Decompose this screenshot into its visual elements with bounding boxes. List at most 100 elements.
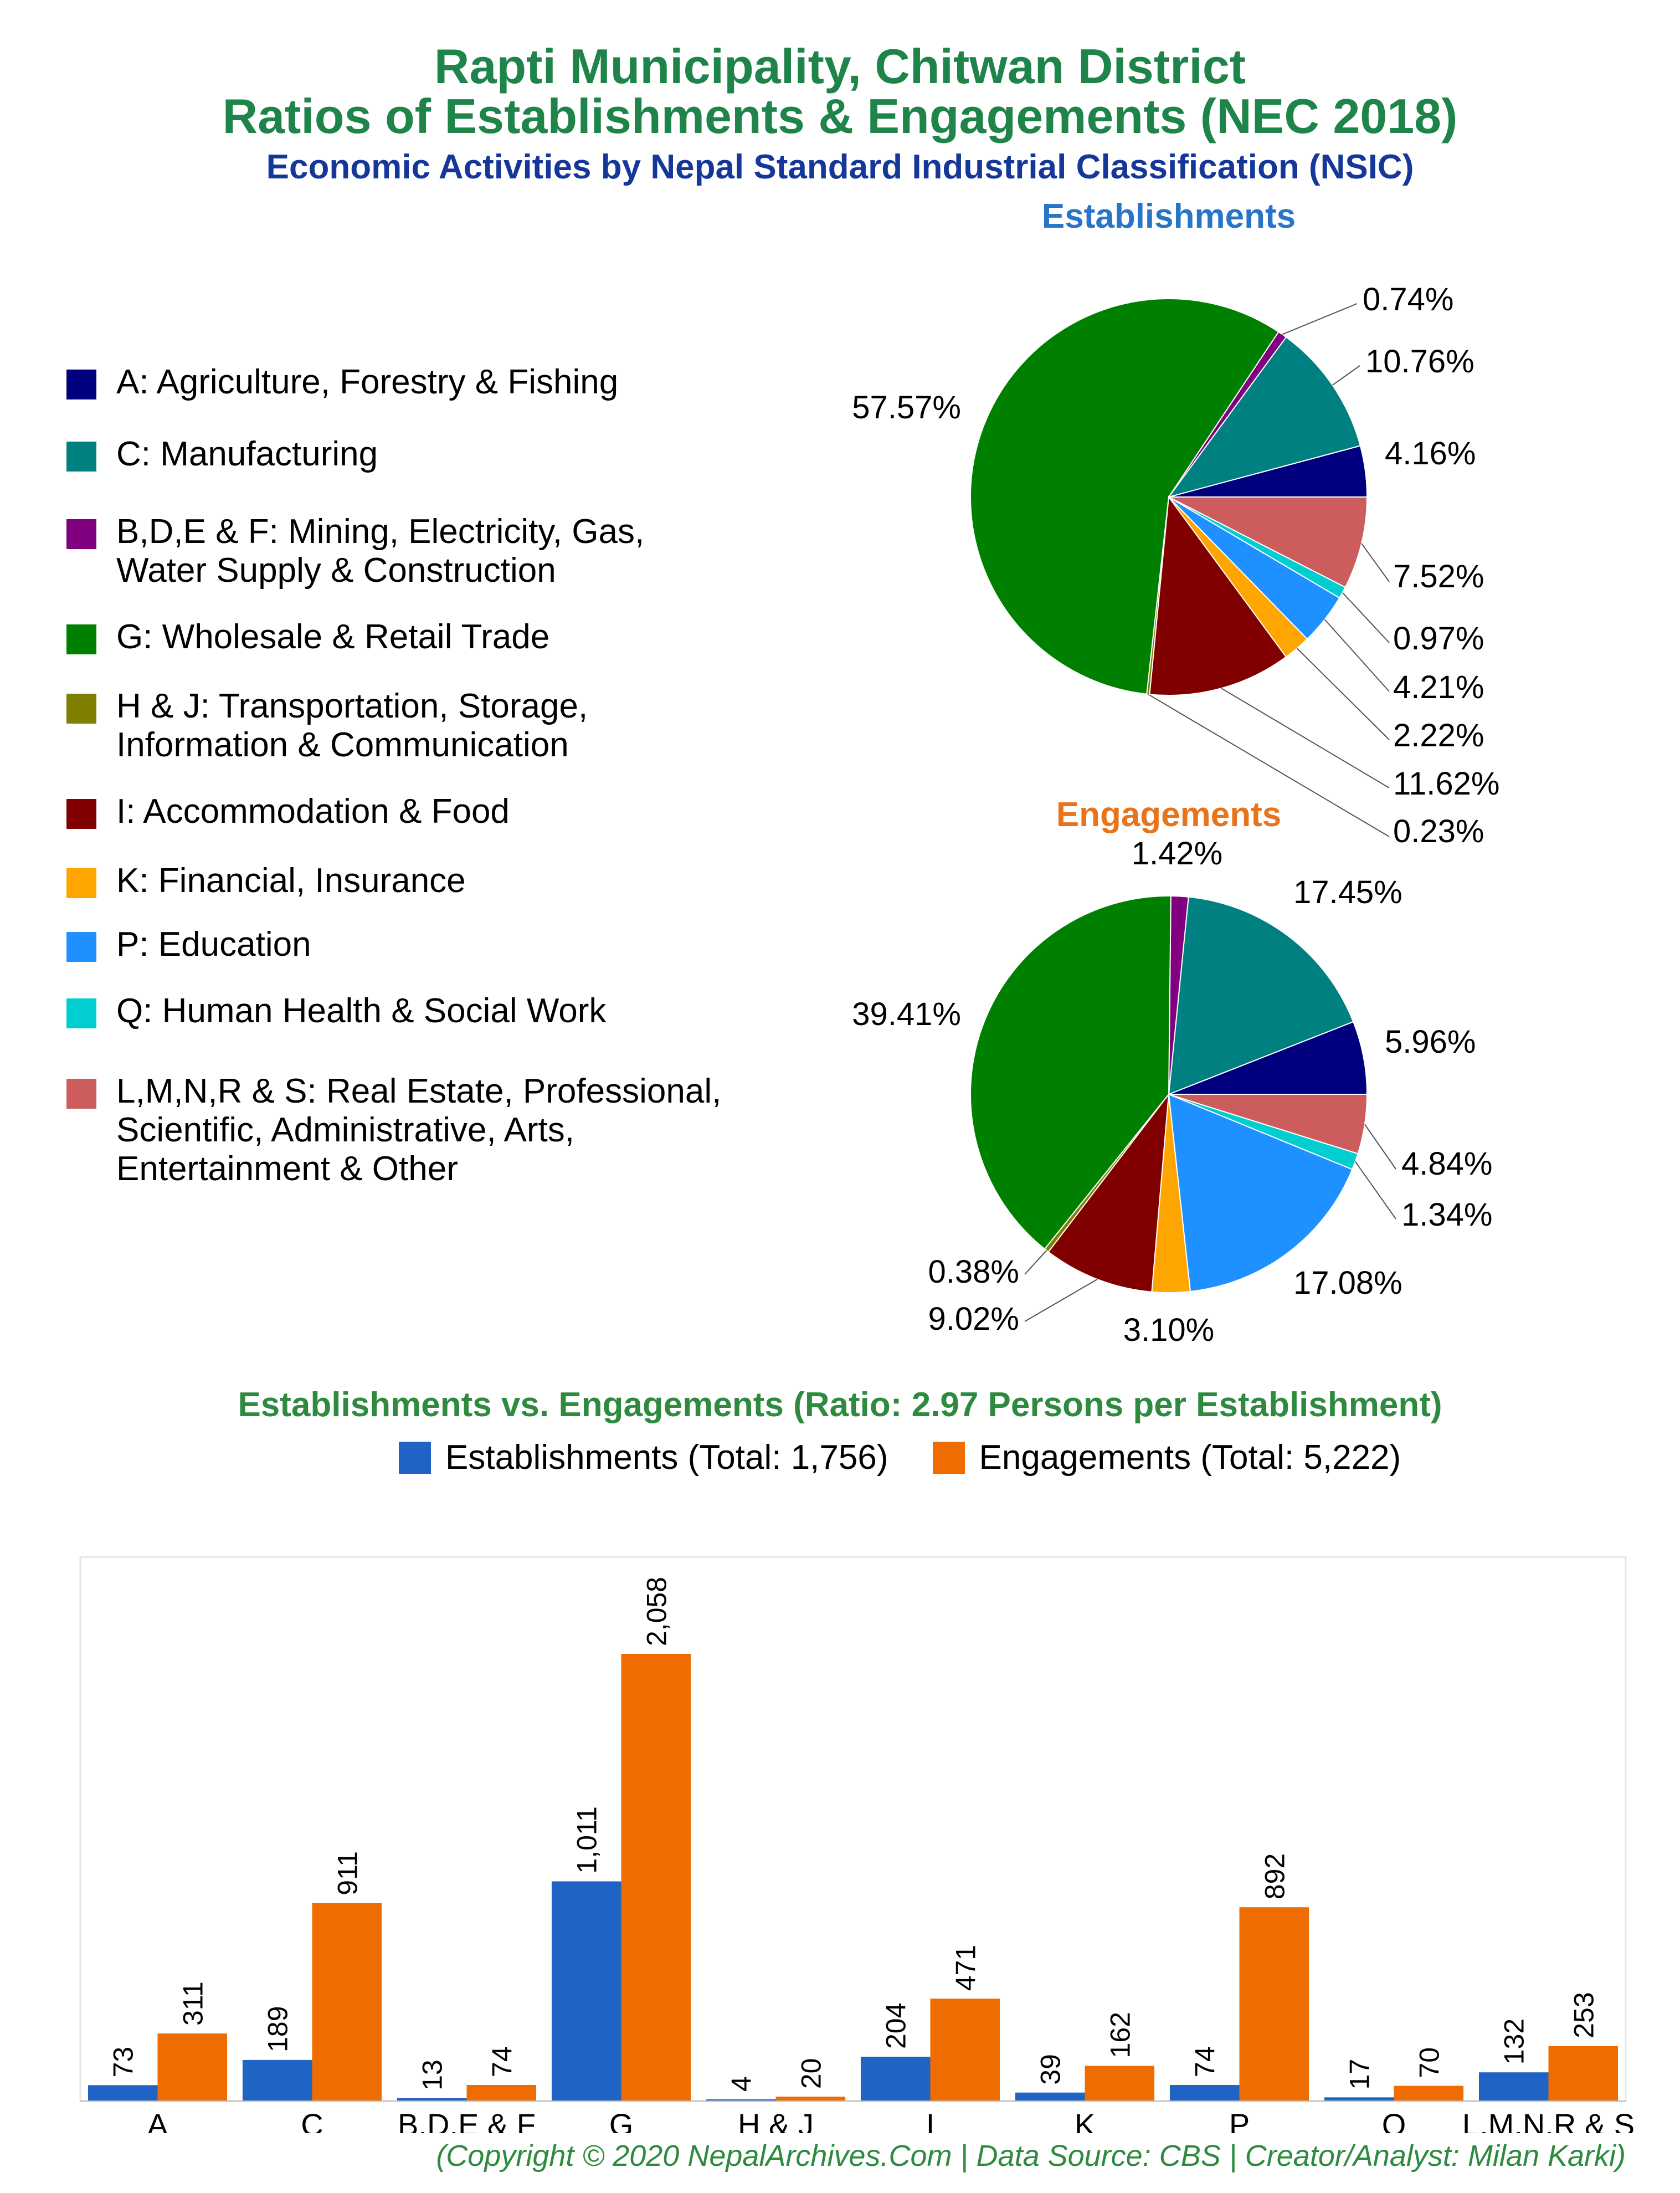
x-tick-label: A [147, 2107, 168, 2133]
bar-value-label: 471 [950, 1945, 981, 1991]
establishments-leader-line [1361, 543, 1390, 582]
bar-value-label: 13 [417, 2059, 448, 2090]
engagements-bar [621, 1654, 691, 2101]
footer-credit: (Copyright © 2020 NepalArchives.Com | Da… [436, 2139, 1626, 2172]
legend-label: Q: Human Health & Social Work [116, 992, 607, 1030]
bar-value-label: 189 [263, 2006, 294, 2052]
x-tick-label: G [609, 2107, 634, 2133]
bar-value-label: 311 [177, 1981, 208, 2026]
establishments-percent-label: 4.21% [1393, 669, 1484, 705]
establishments-bar [397, 2098, 467, 2101]
engagements-leader-line [1354, 1161, 1396, 1220]
engagements-bar [1394, 2086, 1464, 2101]
legend-swatch-engagements [932, 1441, 965, 1474]
bar-value-label: 162 [1104, 2012, 1136, 2058]
legend-swatch [66, 932, 96, 962]
legend-item: Q: Human Health & Social Work [66, 992, 606, 1031]
establishments-slice-i [1149, 495, 1287, 696]
x-tick-label: C [301, 2107, 323, 2133]
legend-item: C: Manufacturing [66, 435, 378, 474]
bar-value-label: 39 [1035, 2054, 1066, 2085]
engagements-slice-g [970, 895, 1172, 1250]
establishments-leader-line [1221, 688, 1390, 788]
bar-value-label: 253 [1568, 1992, 1599, 2038]
engagements-slice-c [1168, 896, 1354, 1095]
legend-item: H & J: Transportation, Storage, Informat… [66, 687, 588, 765]
engagements-bar [930, 1999, 1000, 2101]
legend-label: K: Financial, Insurance [116, 862, 466, 900]
legend-item: I: Accommodation & Food [66, 792, 510, 831]
bar-value-label: 20 [795, 2058, 826, 2089]
engagements-slice-p [1168, 1093, 1353, 1292]
establishments-percent-label: 2.22% [1393, 718, 1484, 754]
engagements-slice-i [1047, 1092, 1170, 1293]
establishments-leader-line [1332, 365, 1360, 386]
engagements-percent-label: 3.10% [1123, 1312, 1214, 1348]
establishments-leader-line [1342, 592, 1390, 643]
bar-chart: 73 311 A 189 911 C 13 74 B,D,E & F 1,011 2,058 G 4 20… [79, 1556, 1635, 2133]
legend-label: A: Agriculture, Forestry & Fishing [116, 363, 619, 401]
chart-title: Rapti Municipality, Chitwan District [434, 39, 1246, 94]
engagements-leader-line [1024, 1250, 1047, 1275]
legend-label-establishments: Establishments (Total: 1,756) [445, 1438, 888, 1477]
chart-subtitle: Economic Activities by Nepal Standard In… [266, 148, 1414, 186]
bar-value-label: 1,011 [572, 1806, 603, 1873]
x-tick-label: Q [1382, 2107, 1406, 2133]
legend-label: B,D,E & F: Mining, Electricity, Gas, Wat… [116, 513, 645, 590]
bar-value-label: 4 [726, 2076, 757, 2092]
legend-item: G: Wholesale & Retail Trade [66, 618, 549, 657]
x-tick-label: H & J [738, 2107, 814, 2133]
bar-value-label: 74 [486, 2046, 517, 2077]
establishments-percent-label: 11.62% [1393, 766, 1499, 802]
engagements-bar [466, 2084, 537, 2101]
engagements-pie-title: Engagements [1056, 796, 1282, 834]
engagements-bar [1548, 2046, 1619, 2101]
bar-value-label: 911 [332, 1851, 363, 1895]
engagements-leader-line [1024, 1279, 1098, 1322]
engagements-percent-label: 17.08% [1293, 1265, 1402, 1301]
legend-label: I: Accommodation & Food [116, 792, 510, 831]
bar-value-label: 132 [1499, 2018, 1530, 2064]
legend-label: G: Wholesale & Retail Trade [116, 618, 550, 656]
chart-title-line-2: Ratios of Establishments & Engagements (… [222, 89, 1458, 144]
engagements-percent-label: 4.84% [1401, 1146, 1492, 1182]
x-tick-label: P [1229, 2107, 1250, 2133]
establishments-pie-title: Establishments [1041, 197, 1296, 235]
engagements-bar [312, 1903, 382, 2101]
engagements-leader-line [1364, 1124, 1396, 1170]
bar-value-label: 892 [1259, 1853, 1290, 1899]
establishments-bar [860, 2057, 931, 2101]
engagements-percent-label: 17.45% [1293, 874, 1402, 910]
establishments-leader-line [1324, 619, 1390, 692]
engagements-percent-label: 0.38% [928, 1254, 1019, 1290]
legend-swatch [66, 519, 96, 549]
legend-swatch [66, 1079, 96, 1109]
establishments-bar [1324, 2097, 1394, 2101]
legend-label: H & J: Transportation, Storage, Informat… [116, 687, 588, 764]
engagements-percent-label: 9.02% [928, 1301, 1019, 1337]
legend-label: C: Manufacturing [116, 435, 378, 473]
bar-value-label: 74 [1190, 2046, 1221, 2077]
x-tick-label: I [926, 2107, 935, 2133]
legend-item: B,D,E & F: Mining, Electricity, Gas, Wat… [66, 513, 644, 590]
establishments-bar [1169, 2084, 1240, 2101]
engagements-percent-label: 1.42% [1132, 836, 1222, 872]
engagements-percent-label: 39.41% [852, 996, 961, 1032]
x-tick-label: K [1075, 2107, 1095, 2133]
engagements-bar [1239, 1907, 1309, 2101]
engagements-slice-a [1168, 1021, 1368, 1095]
bar-chart-title: Establishments vs. Engagements (Ratio: 2… [238, 1386, 1442, 1424]
establishments-percent-label: 0.23% [1393, 813, 1484, 849]
engagements-bar [775, 2097, 846, 2101]
bar-value-label: 73 [108, 2047, 139, 2078]
establishments-bar [1478, 2072, 1549, 2101]
pie-charts: 4.16% 10.76% 0.74% 57.57% 0.23% 11.62% 2.22% 4.… [852, 281, 1499, 1348]
establishments-bar [551, 1881, 621, 2101]
establishments-percent-label: 4.16% [1385, 435, 1476, 472]
establishments-leader-line [1148, 694, 1390, 837]
legend-label: L,M,N,R & S: Real Estate, Professional, … [116, 1072, 722, 1188]
engagements-percent-label: 1.34% [1401, 1197, 1492, 1233]
establishments-percent-label: 10.76% [1365, 344, 1475, 380]
engagements-slice-l-m-n-r-s [1168, 1094, 1368, 1155]
x-tick-label: L,M,N,R & S [1462, 2107, 1635, 2133]
